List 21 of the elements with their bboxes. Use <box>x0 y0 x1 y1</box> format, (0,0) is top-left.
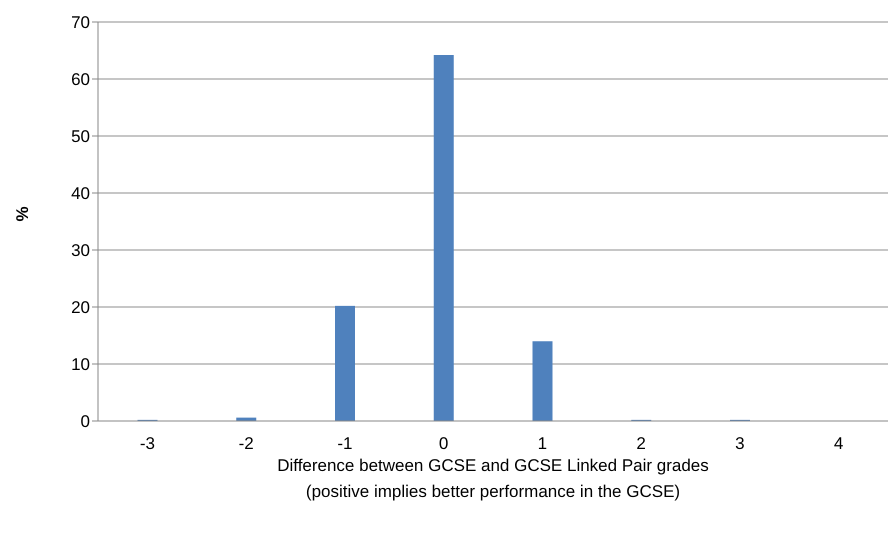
x-tick-label: 1 <box>538 434 548 454</box>
y-tick-label: 40 <box>71 184 90 204</box>
y-tick-label: 60 <box>71 70 90 90</box>
x-tick-label: 0 <box>438 434 448 454</box>
bar <box>532 341 552 421</box>
y-axis-title: % <box>13 206 32 222</box>
x-tick-label: 2 <box>636 434 646 454</box>
x-tick-label: 4 <box>834 434 844 454</box>
y-tick-label: 50 <box>71 127 90 146</box>
x-axis-title: Difference between GCSE and GCSE Linked Pair grades (positive implies better performance in the GCSE) <box>277 456 709 501</box>
x-tick-label: -2 <box>238 434 254 454</box>
y-tick-label: 0 <box>80 412 90 432</box>
bar <box>335 306 355 421</box>
x-tick-label: -3 <box>140 434 155 454</box>
y-tick-label: 20 <box>71 298 90 318</box>
y-tick-label: 70 <box>71 13 90 32</box>
y-tick-label: 30 <box>71 241 90 260</box>
x-tick-label: -1 <box>337 434 352 454</box>
x-tick-label: 3 <box>735 434 745 454</box>
bar <box>434 55 454 421</box>
y-tick-label: 10 <box>71 355 90 374</box>
